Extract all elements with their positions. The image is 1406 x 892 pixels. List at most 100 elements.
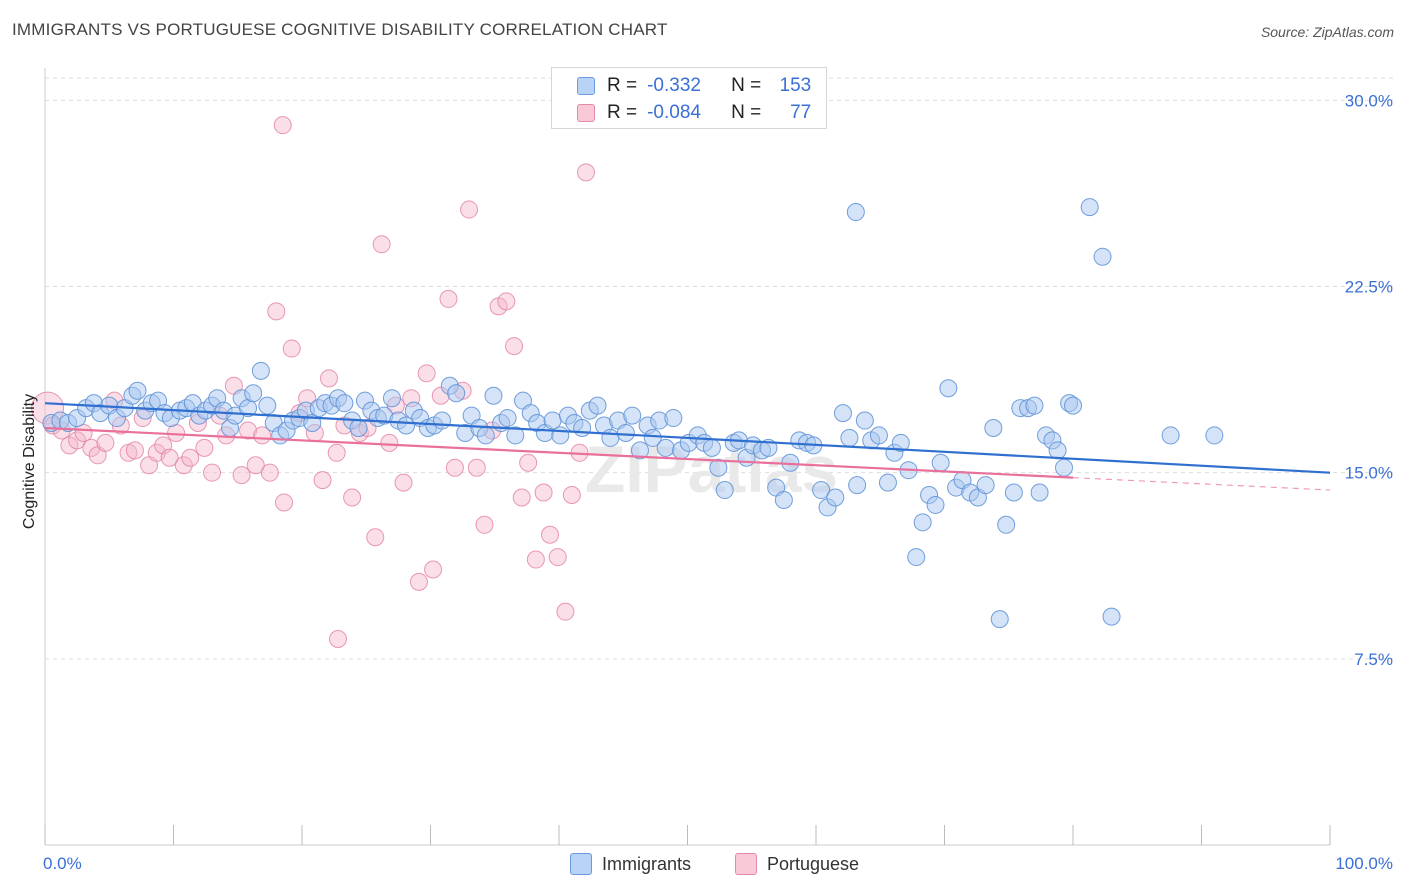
portuguese-point xyxy=(282,339,301,358)
portuguese-point xyxy=(417,364,436,383)
immigrant-point xyxy=(891,433,910,452)
n-value: 77 xyxy=(790,102,812,123)
portuguese-point xyxy=(439,289,458,308)
legend-item-immigrants[interactable]: Immigrants xyxy=(570,851,691,877)
immigrant-point xyxy=(1064,396,1082,415)
portuguese-point xyxy=(512,488,531,507)
portuguese-point xyxy=(556,602,575,621)
legend-row-portuguese: R = -0.084 N = 77 xyxy=(552,100,811,126)
portuguese-point xyxy=(394,473,413,492)
portuguese-point xyxy=(68,431,87,450)
immigrant-point xyxy=(984,418,1003,437)
immigrant-point xyxy=(855,411,874,430)
immigrant-point xyxy=(907,548,926,567)
immigrant-point xyxy=(913,513,932,532)
portuguese-point xyxy=(380,433,399,452)
correlation-legend: R = -0.332 N = 153 R = -0.084 N = 77 xyxy=(551,67,827,129)
legend-row-immigrants: R = -0.332 N = 153 xyxy=(552,73,811,99)
immigrant-point xyxy=(774,490,793,509)
r-label: R = xyxy=(607,102,638,123)
trend-layer xyxy=(44,402,1331,491)
portuguese-point xyxy=(576,163,595,182)
grid-layer xyxy=(45,77,1393,660)
portuguese-legend-swatch xyxy=(735,853,757,875)
immigrants-legend-label: Immigrants xyxy=(602,853,692,874)
immigrant-point xyxy=(878,473,897,492)
portuguese-point xyxy=(319,369,338,388)
portuguese-point xyxy=(475,515,494,534)
immigrant-point xyxy=(258,396,277,415)
immigrant-point xyxy=(1030,483,1049,502)
portuguese-point xyxy=(246,456,265,475)
portuguese-point xyxy=(445,458,464,477)
immigrant-point xyxy=(1048,441,1067,460)
legend-item-portuguese[interactable]: Portuguese xyxy=(735,851,859,877)
immigrant-point xyxy=(664,409,683,428)
immigrant-point xyxy=(1025,396,1044,415)
portuguese-point xyxy=(534,483,553,502)
portuguese-point xyxy=(273,116,292,135)
immigrant-point xyxy=(484,386,503,405)
immigrant-point xyxy=(1004,483,1023,502)
immigrant-point xyxy=(869,426,888,445)
x-tick-label: 0.0% xyxy=(43,854,82,873)
y-axis-title: Cognitive Disability xyxy=(21,394,38,529)
immigrant-point xyxy=(926,495,945,514)
immigrant-point xyxy=(551,426,570,445)
r-label: R = xyxy=(607,75,638,96)
immigrant-point xyxy=(630,441,649,460)
immigrant-point xyxy=(840,428,859,447)
immigrant-point xyxy=(543,411,562,430)
immigrant-point xyxy=(702,438,721,457)
n-value: 153 xyxy=(779,75,812,96)
y-tick-label: 15.0% xyxy=(1345,464,1393,483)
immigrant-point xyxy=(382,389,401,408)
y-tick-label: 7.5% xyxy=(1354,650,1393,669)
portuguese-point xyxy=(327,443,346,462)
r-value: -0.332 xyxy=(647,75,701,96)
immigrant-point xyxy=(1093,247,1112,266)
chart-title: IMMIGRANTS VS PORTUGUESE COGNITIVE DISAB… xyxy=(12,20,668,39)
immigrant-point xyxy=(128,381,147,400)
portuguese-point xyxy=(96,433,115,452)
axis-layer xyxy=(44,68,1331,846)
portuguese-point xyxy=(460,200,479,219)
portuguese-point xyxy=(160,448,179,467)
portuguese-point xyxy=(125,441,144,460)
y-tick-label: 22.5% xyxy=(1345,278,1393,297)
portuguese-point xyxy=(267,302,286,321)
portuguese-point xyxy=(497,292,516,311)
y-tick-label: 30.0% xyxy=(1345,91,1393,110)
immigrant-point xyxy=(335,394,354,413)
portuguese-point xyxy=(260,463,279,482)
portuguese-point xyxy=(232,466,251,485)
portuguese-trend-line xyxy=(44,426,1074,479)
immigrant-point xyxy=(1205,426,1224,445)
portuguese-point xyxy=(366,528,385,547)
immigrant-point xyxy=(643,428,662,447)
portuguese-point xyxy=(239,421,258,440)
immigrant-point xyxy=(709,458,728,477)
immigrant-point xyxy=(939,379,958,398)
n-label: N = xyxy=(731,102,762,123)
immigrant-point xyxy=(601,428,620,447)
immigrant-point xyxy=(1161,426,1180,445)
portuguese-point xyxy=(275,493,294,512)
portuguese-point xyxy=(409,572,428,591)
portuguese-point xyxy=(82,438,101,457)
immigrant-point xyxy=(848,476,867,495)
portuguese-point xyxy=(467,458,486,477)
immigrant-point xyxy=(846,203,865,222)
source-label: Source: ZipAtlas.com xyxy=(1260,24,1394,40)
immigrant-point xyxy=(506,426,525,445)
immigrant-point xyxy=(997,515,1016,534)
x-tick-label: 100.0% xyxy=(1335,854,1393,873)
immigrant-point xyxy=(251,361,270,380)
r-value: -0.084 xyxy=(647,102,701,123)
immigrant-point xyxy=(433,411,452,430)
immigrant-point xyxy=(447,384,466,403)
immigrant-point xyxy=(616,423,635,442)
immigrant-point xyxy=(1102,607,1121,626)
portuguese-point xyxy=(541,525,560,544)
portuguese-point xyxy=(526,550,545,569)
